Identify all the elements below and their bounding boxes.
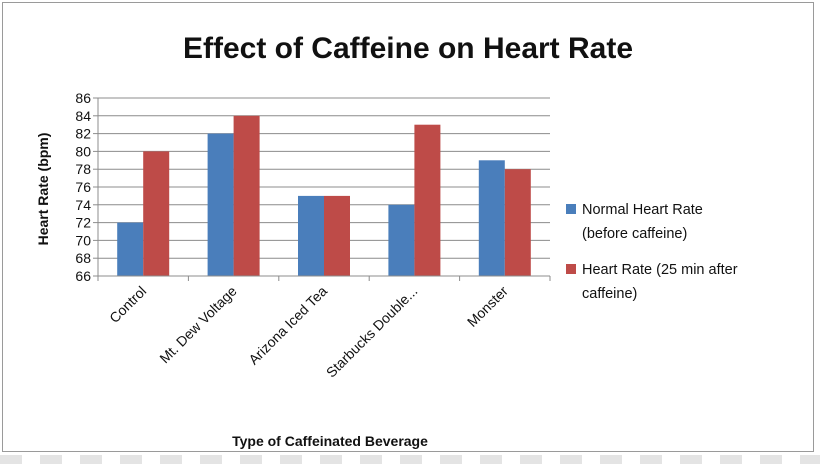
bar-normal-0 (117, 222, 144, 276)
bar-after-4 (504, 169, 531, 276)
cropped-caption-strip (0, 455, 820, 464)
x-category-label: Control (106, 283, 149, 326)
y-tick-label: 66 (75, 268, 91, 284)
x-axis-categories: Control Mt. Dew Voltage Arizona Iced TeaSt… (106, 283, 511, 381)
chart-title: Effect of Caffeine on Heart Rate (183, 32, 633, 65)
bar-normal-4 (478, 160, 505, 276)
x-category-label: Starbucks Double... (323, 283, 421, 381)
y-tick-label: 72 (75, 215, 91, 231)
y-tick-label: 84 (75, 108, 91, 124)
y-tick-label: 86 (75, 90, 91, 106)
y-tick-label: 80 (75, 143, 91, 159)
x-category-label: Mt. Dew Voltage (156, 283, 240, 367)
x-category-label: Arizona Iced Tea (245, 283, 330, 368)
x-category-label: Monster (464, 283, 511, 330)
y-tick-label: 78 (75, 161, 91, 177)
legend-label-0-line-1: (before caffeine) (582, 226, 687, 242)
bar-after-0 (143, 151, 170, 276)
bar-normal-1 (207, 133, 234, 276)
bar-after-3 (414, 124, 441, 276)
bar-normal-2 (298, 195, 324, 276)
y-tick-label: 68 (75, 250, 91, 266)
y-tick-label: 82 (75, 126, 91, 142)
legend-label-1-line-1: caffeine) (582, 286, 637, 302)
legend-label-0-line-0: Normal Heart Rate (582, 202, 703, 218)
y-axis-title: Heart Rate (bpm) (35, 133, 51, 246)
bar-after-2 (324, 195, 350, 276)
y-tick-label: 76 (75, 179, 91, 195)
y-tick-label: 74 (75, 197, 91, 213)
y-tick-label: 70 (75, 232, 91, 248)
axes (97, 98, 551, 281)
legend-label-1-line-0: Heart Rate (25 min after (582, 262, 738, 278)
bar-after-1 (233, 115, 260, 276)
x-axis-title: Type of Caffeinated Beverage (232, 433, 428, 449)
legend: Normal Heart Rate (before caffeine) Heart … (566, 202, 738, 302)
legend-swatch-1 (566, 264, 576, 274)
bar-normal-3 (388, 204, 415, 276)
legend-swatch-0 (566, 204, 576, 214)
bars (117, 115, 531, 276)
